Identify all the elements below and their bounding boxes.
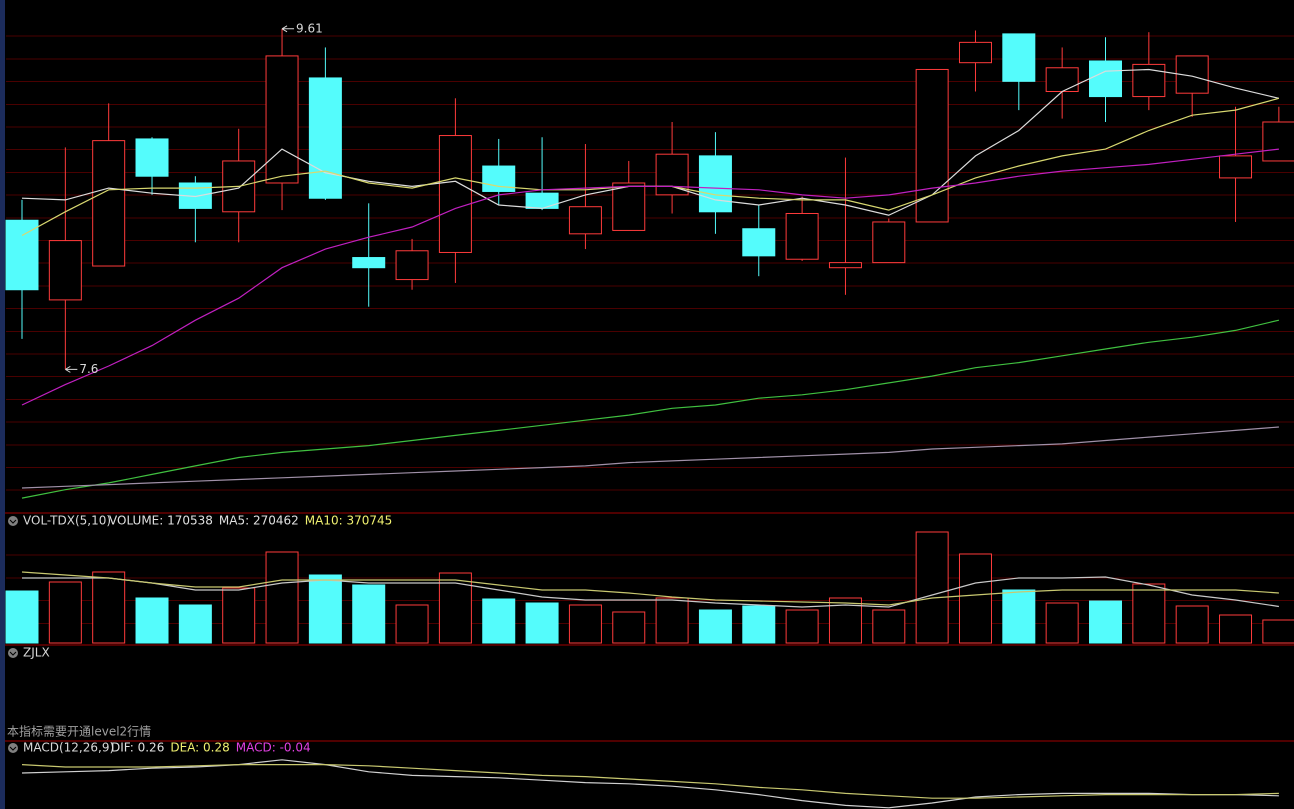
volume-bar bbox=[1175, 605, 1209, 644]
candle-body bbox=[612, 182, 646, 231]
volume-bar bbox=[1219, 614, 1253, 644]
candle-body bbox=[92, 140, 126, 267]
zjlx-title: ZJLX bbox=[23, 646, 50, 660]
candle-body bbox=[785, 212, 819, 260]
volume-bar bbox=[785, 609, 819, 644]
candle-body bbox=[395, 250, 429, 281]
candle-body bbox=[958, 41, 992, 64]
candle-body bbox=[5, 219, 39, 291]
volume-bar bbox=[178, 604, 212, 644]
header-value: MACD: -0.04 bbox=[236, 741, 311, 755]
header-value: DEA: 0.28 bbox=[170, 741, 229, 755]
panel-menu-icon[interactable] bbox=[8, 648, 18, 658]
ma-line bbox=[22, 576, 1279, 608]
candle-body bbox=[698, 155, 732, 213]
candle-body bbox=[742, 228, 776, 257]
volume-bar bbox=[612, 611, 646, 644]
volume-bar bbox=[352, 584, 386, 644]
panel-menu-icon[interactable] bbox=[8, 516, 18, 526]
zjlx-message: 本指标需要开通level2行情 bbox=[7, 724, 151, 739]
volume-bar bbox=[5, 590, 39, 644]
left-strip bbox=[0, 0, 5, 809]
extreme-arrow bbox=[281, 25, 295, 33]
ma-line bbox=[21, 148, 1279, 406]
volume-grid bbox=[6, 533, 1294, 643]
ma-line bbox=[21, 759, 1279, 809]
candle-body bbox=[1045, 67, 1079, 92]
volume-bar bbox=[568, 604, 602, 644]
volume-title: VOL-TDX(5,10) bbox=[23, 514, 111, 528]
candle-body bbox=[48, 240, 82, 301]
volume-bar bbox=[308, 574, 342, 644]
ma-line bbox=[21, 571, 1279, 606]
header-value: DIF: 0.26 bbox=[111, 741, 164, 755]
volume-bar bbox=[958, 553, 992, 644]
panel-menu-icon[interactable] bbox=[8, 743, 18, 753]
extreme-label: 7.6 bbox=[79, 362, 98, 376]
volume-bar bbox=[1262, 619, 1294, 644]
candle-body bbox=[872, 221, 906, 264]
volume-bar bbox=[915, 531, 949, 644]
volume-bar bbox=[395, 604, 429, 644]
volume-bar bbox=[698, 609, 732, 644]
volume-bar bbox=[742, 605, 776, 644]
candle-body bbox=[1089, 60, 1122, 98]
price-grid bbox=[6, 14, 1294, 510]
candle-body bbox=[568, 206, 602, 235]
volume-bar bbox=[265, 551, 299, 644]
candle-body bbox=[265, 55, 299, 184]
candle-body bbox=[308, 77, 342, 199]
header-value: MA5: 270462 bbox=[219, 514, 299, 528]
extreme-arrow bbox=[65, 365, 78, 373]
candle-body bbox=[135, 138, 169, 177]
volume-bar bbox=[482, 598, 516, 644]
volume-bar bbox=[872, 609, 906, 644]
volume-bar bbox=[135, 597, 169, 644]
extreme-label: 9.61 bbox=[296, 21, 323, 35]
volume-bar bbox=[655, 597, 689, 644]
volume-bar bbox=[525, 602, 559, 644]
volume-bar bbox=[222, 587, 256, 644]
candle-body bbox=[1262, 121, 1294, 162]
candle-body bbox=[828, 262, 862, 269]
candle-body bbox=[1219, 155, 1253, 179]
ma-line bbox=[21, 319, 1280, 499]
ma-line bbox=[21, 97, 1280, 237]
ma-line bbox=[21, 426, 1279, 489]
ma-line bbox=[21, 763, 1279, 799]
header-value: VOLUME: 170538 bbox=[109, 514, 213, 528]
volume-bar bbox=[48, 581, 82, 644]
volume-bar bbox=[1002, 589, 1036, 644]
macd-title: MACD(12,26,9) bbox=[23, 741, 114, 755]
volume-bar bbox=[1045, 602, 1079, 644]
candle-body bbox=[915, 68, 949, 223]
volume-bar bbox=[92, 571, 126, 644]
header-value: MA10: 370745 bbox=[305, 514, 393, 528]
volume-bar bbox=[1132, 583, 1166, 644]
volume-bar bbox=[1089, 600, 1122, 644]
candle-body bbox=[352, 257, 386, 269]
candle-body bbox=[438, 135, 472, 253]
candle-body bbox=[525, 192, 559, 209]
candle-body bbox=[1002, 33, 1036, 82]
